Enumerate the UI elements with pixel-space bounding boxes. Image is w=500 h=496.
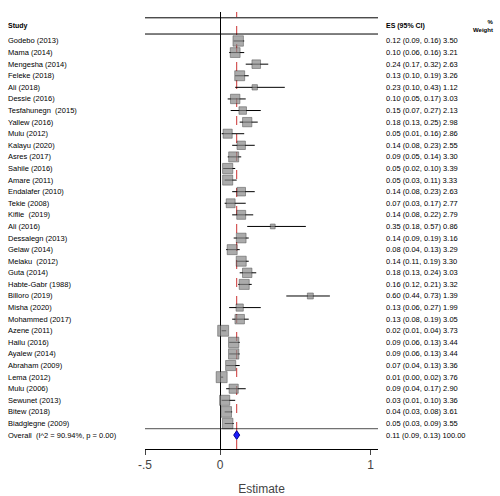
svg-text:0.35 (0.18, 0.57) 0.86: 0.35 (0.18, 0.57) 0.86 <box>386 222 458 231</box>
svg-text:Dessie (2016): Dessie (2016) <box>8 94 55 103</box>
svg-text:Biadglegne (2009): Biadglegne (2009) <box>8 419 70 428</box>
svg-text:Mama (2014): Mama (2014) <box>8 48 53 57</box>
svg-text:-.5: -.5 <box>138 458 152 472</box>
svg-text:0: 0 <box>217 458 224 472</box>
svg-text:Godebo (2013): Godebo (2013) <box>8 36 59 45</box>
svg-text:Azene (2011): Azene (2011) <box>8 326 53 335</box>
svg-text:Mulu (2012): Mulu (2012) <box>8 129 49 138</box>
svg-text:Misha (2020): Misha (2020) <box>8 303 52 312</box>
svg-text:0.13 (0.06, 0.27) 1.99: 0.13 (0.06, 0.27) 1.99 <box>386 303 458 312</box>
svg-text:0.14 (0.08, 0.23) 2.63: 0.14 (0.08, 0.23) 2.63 <box>386 187 458 196</box>
svg-text:0.16 (0.12, 0.21) 3.32: 0.16 (0.12, 0.21) 3.32 <box>386 280 458 289</box>
svg-text:ES (95% CI): ES (95% CI) <box>386 22 425 30</box>
svg-text:Mohammed (2017): Mohammed (2017) <box>8 315 72 324</box>
svg-text:Guta (2014): Guta (2014) <box>8 268 49 277</box>
svg-text:Kiflie (2019): Kiflie (2019) <box>8 210 51 219</box>
svg-text:0.14 (0.09, 0.19) 3.16: 0.14 (0.09, 0.19) 3.16 <box>386 234 458 243</box>
svg-text:0.12 (0.09, 0.16) 3.50: 0.12 (0.09, 0.16) 3.50 <box>386 36 458 45</box>
svg-text:Tekie (2008): Tekie (2008) <box>8 199 50 208</box>
svg-text:Overall (I^2 = 90.94%, p = 0.: Overall (I^2 = 90.94%, p = 0.00) <box>8 431 117 440</box>
svg-text:0.08 (0.04, 0.13) 3.29: 0.08 (0.04, 0.13) 3.29 <box>386 245 458 254</box>
svg-text:Asres (2017): Asres (2017) <box>8 152 51 161</box>
svg-text:0.02 (0.01, 0.04) 3.73: 0.02 (0.01, 0.04) 3.73 <box>386 326 458 335</box>
svg-text:0.04 (0.03, 0.08) 3.61: 0.04 (0.03, 0.08) 3.61 <box>386 407 458 416</box>
svg-text:%Weight: %Weight <box>473 19 494 33</box>
svg-text:Mengesha (2014): Mengesha (2014) <box>8 60 67 69</box>
svg-text:Sahile (2016): Sahile (2016) <box>8 164 53 173</box>
svg-text:Study: Study <box>8 22 28 30</box>
svg-text:0.14 (0.11, 0.19) 3.30: 0.14 (0.11, 0.19) 3.30 <box>386 257 457 266</box>
svg-text:0.10 (0.05, 0.17) 3.03: 0.10 (0.05, 0.17) 3.03 <box>386 94 458 103</box>
svg-text:Habte-Gabr (1988): Habte-Gabr (1988) <box>8 280 71 289</box>
svg-text:Mulu (2006): Mulu (2006) <box>8 384 49 393</box>
svg-text:Estimate: Estimate <box>238 482 285 496</box>
svg-text:Kalayu (2020): Kalayu (2020) <box>8 141 55 150</box>
svg-text:Ali (2016): Ali (2016) <box>8 222 41 231</box>
svg-text:Melaku (2012): Melaku (2012) <box>8 257 59 266</box>
svg-text:0.24 (0.17, 0.32) 2.63: 0.24 (0.17, 0.32) 2.63 <box>386 60 458 69</box>
svg-text:Abraham (2009): Abraham (2009) <box>8 361 63 370</box>
svg-text:Tesfahunegn (2015): Tesfahunegn (2015) <box>8 106 77 115</box>
svg-text:0.09 (0.04, 0.17) 2.90: 0.09 (0.04, 0.17) 2.90 <box>386 384 458 393</box>
svg-text:0.18 (0.13, 0.25) 2.98: 0.18 (0.13, 0.25) 2.98 <box>386 118 458 127</box>
svg-text:0.14 (0.08, 0.23) 2.55: 0.14 (0.08, 0.23) 2.55 <box>386 141 458 150</box>
svg-text:0.09 (0.05, 0.14) 3.30: 0.09 (0.05, 0.14) 3.30 <box>386 152 458 161</box>
svg-text:1: 1 <box>367 458 374 472</box>
svg-text:0.05 (0.01, 0.16) 2.86: 0.05 (0.01, 0.16) 2.86 <box>386 129 458 138</box>
svg-text:0.07 (0.04, 0.13) 3.36: 0.07 (0.04, 0.13) 3.36 <box>386 361 458 370</box>
svg-text:Amare (2011): Amare (2011) <box>8 176 54 185</box>
svg-text:0.09 (0.06, 0.13) 3.44: 0.09 (0.06, 0.13) 3.44 <box>386 338 458 347</box>
svg-text:Ali (2018): Ali (2018) <box>8 83 41 92</box>
svg-text:0.10 (0.06, 0.16) 3.21: 0.10 (0.06, 0.16) 3.21 <box>386 48 458 57</box>
svg-text:0.13 (0.08, 0.19) 3.05: 0.13 (0.08, 0.19) 3.05 <box>386 315 458 324</box>
svg-text:Gelaw (2014): Gelaw (2014) <box>8 245 54 254</box>
svg-text:0.05 (0.02, 0.10) 3.39: 0.05 (0.02, 0.10) 3.39 <box>386 164 458 173</box>
svg-text:0.60 (0.44, 0.73) 1.39: 0.60 (0.44, 0.73) 1.39 <box>386 291 458 300</box>
svg-text:Hailu (2016): Hailu (2016) <box>8 338 49 347</box>
svg-text:0.13 (0.10, 0.19) 3.26: 0.13 (0.10, 0.19) 3.26 <box>386 71 458 80</box>
svg-text:0.05 (0.03, 0.11) 3.33: 0.05 (0.03, 0.11) 3.33 <box>386 176 457 185</box>
svg-text:0.09 (0.06, 0.13) 3.44: 0.09 (0.06, 0.13) 3.44 <box>386 349 458 358</box>
svg-text:0.14 (0.08, 0.22) 2.79: 0.14 (0.08, 0.22) 2.79 <box>386 210 458 219</box>
svg-text:0.01 (0.00, 0.02) 3.76: 0.01 (0.00, 0.02) 3.76 <box>386 373 458 382</box>
svg-text:0.23 (0.10, 0.43) 1.12: 0.23 (0.10, 0.43) 1.12 <box>386 83 458 92</box>
svg-text:Bitew (2018): Bitew (2018) <box>8 407 51 416</box>
svg-text:Feleke (2018): Feleke (2018) <box>8 71 55 80</box>
svg-text:0.11 (0.09, 0.13) 100.00: 0.11 (0.09, 0.13) 100.00 <box>386 431 466 440</box>
svg-text:Billoro (2019): Billoro (2019) <box>8 291 53 300</box>
svg-text:0.18 (0.13, 0.24) 3.03: 0.18 (0.13, 0.24) 3.03 <box>386 268 458 277</box>
svg-text:0.03 (0.01, 0.10) 3.36: 0.03 (0.01, 0.10) 3.36 <box>386 396 458 405</box>
svg-text:Ayalew (2014): Ayalew (2014) <box>8 349 56 358</box>
svg-text:Dessalegn (2013): Dessalegn (2013) <box>8 234 68 243</box>
svg-text:0.07 (0.03, 0.17) 2.77: 0.07 (0.03, 0.17) 2.77 <box>386 199 458 208</box>
svg-text:Lema (2012): Lema (2012) <box>8 373 51 382</box>
svg-text:Yallew (2016): Yallew (2016) <box>8 118 54 127</box>
svg-text:Endalafer (2010): Endalafer (2010) <box>8 187 64 196</box>
svg-text:0.15 (0.07, 0.27) 2.13: 0.15 (0.07, 0.27) 2.13 <box>386 106 458 115</box>
svg-text:Sewunet (2013): Sewunet (2013) <box>8 396 61 405</box>
svg-text:0.05 (0.03, 0.09) 3.55: 0.05 (0.03, 0.09) 3.55 <box>386 419 458 428</box>
